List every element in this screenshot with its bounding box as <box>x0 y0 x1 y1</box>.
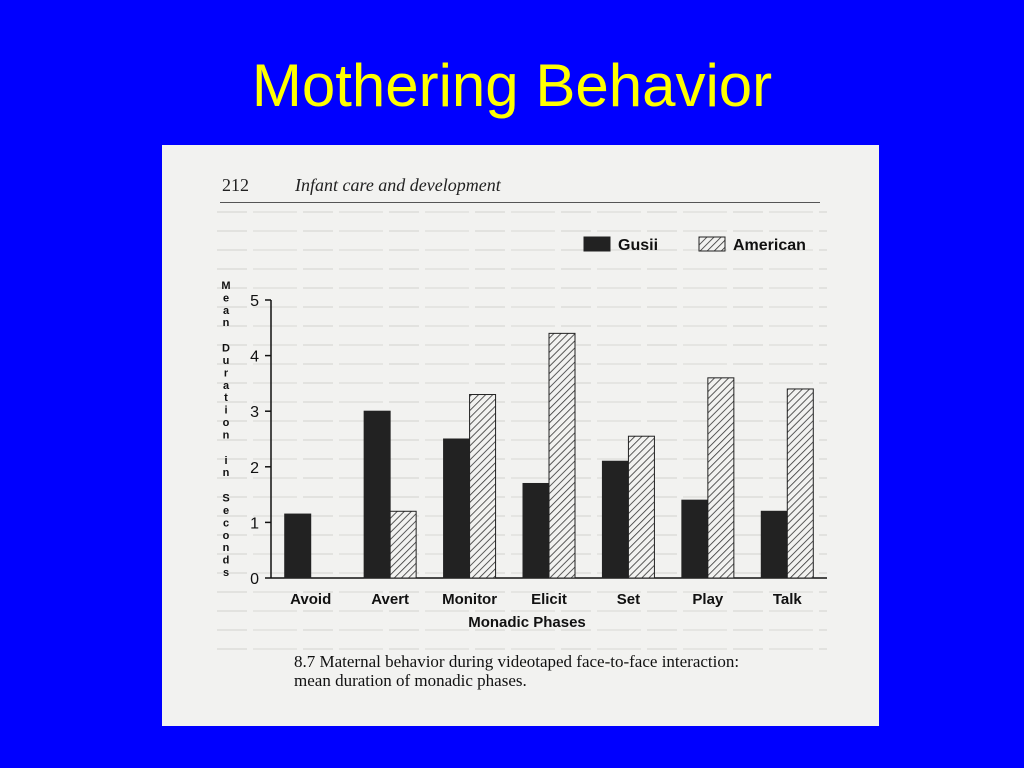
y-axis-label-letter: a <box>223 305 230 317</box>
y-tick-label: 2 <box>250 460 259 477</box>
legend-label-gusii: Gusii <box>618 237 658 254</box>
y-axis-label-letter: n <box>223 467 230 479</box>
y-axis-label-letter: o <box>223 417 230 429</box>
y-axis-label-letter: e <box>223 505 229 517</box>
page-running-header: Infant care and development <box>295 175 501 195</box>
x-category-label: Elicit <box>531 591 567 608</box>
y-axis-label-letter: s <box>223 567 229 579</box>
page-number: 212 <box>222 175 249 195</box>
bar-gusii-set <box>601 460 629 579</box>
y-axis-label-letter: r <box>224 367 229 379</box>
y-axis-label-letter: o <box>223 530 230 542</box>
x-category-label: Set <box>617 591 640 608</box>
y-tick-label: 1 <box>250 515 259 532</box>
y-axis-label-letter: S <box>222 493 229 505</box>
slide-title: Mothering Behavior <box>251 52 773 119</box>
bar-gusii-avoid <box>284 513 312 579</box>
bar-gusii-elicit <box>522 482 550 579</box>
bar-american-set <box>627 435 655 579</box>
y-axis-label-letter: n <box>223 429 230 441</box>
x-category-label: Talk <box>773 591 803 608</box>
y-tick-label: 3 <box>250 404 259 421</box>
bar-american-play <box>707 377 735 579</box>
bar-american-monitor <box>469 394 497 579</box>
bar-gusii-talk <box>760 510 788 579</box>
y-axis-label-letter: M <box>221 280 230 292</box>
figure-caption: 8.7 Maternal behavior during videotaped … <box>290 650 858 692</box>
y-tick-label: 0 <box>250 571 259 588</box>
bar-american-elicit <box>548 332 576 579</box>
legend-label-american: American <box>733 237 806 254</box>
x-category-label: Avoid <box>290 591 331 608</box>
caption-line-2: mean duration of monadic phases. <box>294 671 527 690</box>
bar-gusii-monitor <box>443 438 471 579</box>
y-axis-label-letter: n <box>223 317 230 329</box>
y-axis-label-letter: d <box>223 555 230 567</box>
y-axis-label-letter: a <box>223 380 230 392</box>
x-axis-title: Monadic Phases <box>468 614 586 631</box>
x-category-label: Avert <box>371 591 409 608</box>
caption-line-1: 8.7 Maternal behavior during videotaped … <box>294 652 740 671</box>
y-axis-label-letter: n <box>223 542 230 554</box>
y-axis-label-letter: i <box>224 455 227 467</box>
bar-gusii-avert <box>363 410 391 579</box>
bar-american-talk <box>786 388 814 579</box>
y-axis-label-letter: e <box>223 292 229 304</box>
y-axis-label-letter: c <box>223 517 229 529</box>
x-category-label: Play <box>692 591 724 608</box>
bar-american-avert <box>389 510 417 579</box>
y-axis-label-letter: u <box>223 355 230 367</box>
y-tick-label: 5 <box>250 293 259 310</box>
x-category-label: Monitor <box>442 591 497 608</box>
bleed-through-text <box>217 211 827 721</box>
legend-swatch-gusii <box>583 236 611 252</box>
y-tick-label: 4 <box>250 349 259 366</box>
header-rule <box>220 202 820 203</box>
legend: Gusii American <box>583 236 806 254</box>
y-axis-label-letter: t <box>224 392 228 404</box>
legend-swatch-american <box>698 236 726 252</box>
y-axis-label-letter: i <box>224 405 227 417</box>
bar-gusii-play <box>681 499 709 579</box>
y-axis-label-letter: D <box>222 343 230 355</box>
